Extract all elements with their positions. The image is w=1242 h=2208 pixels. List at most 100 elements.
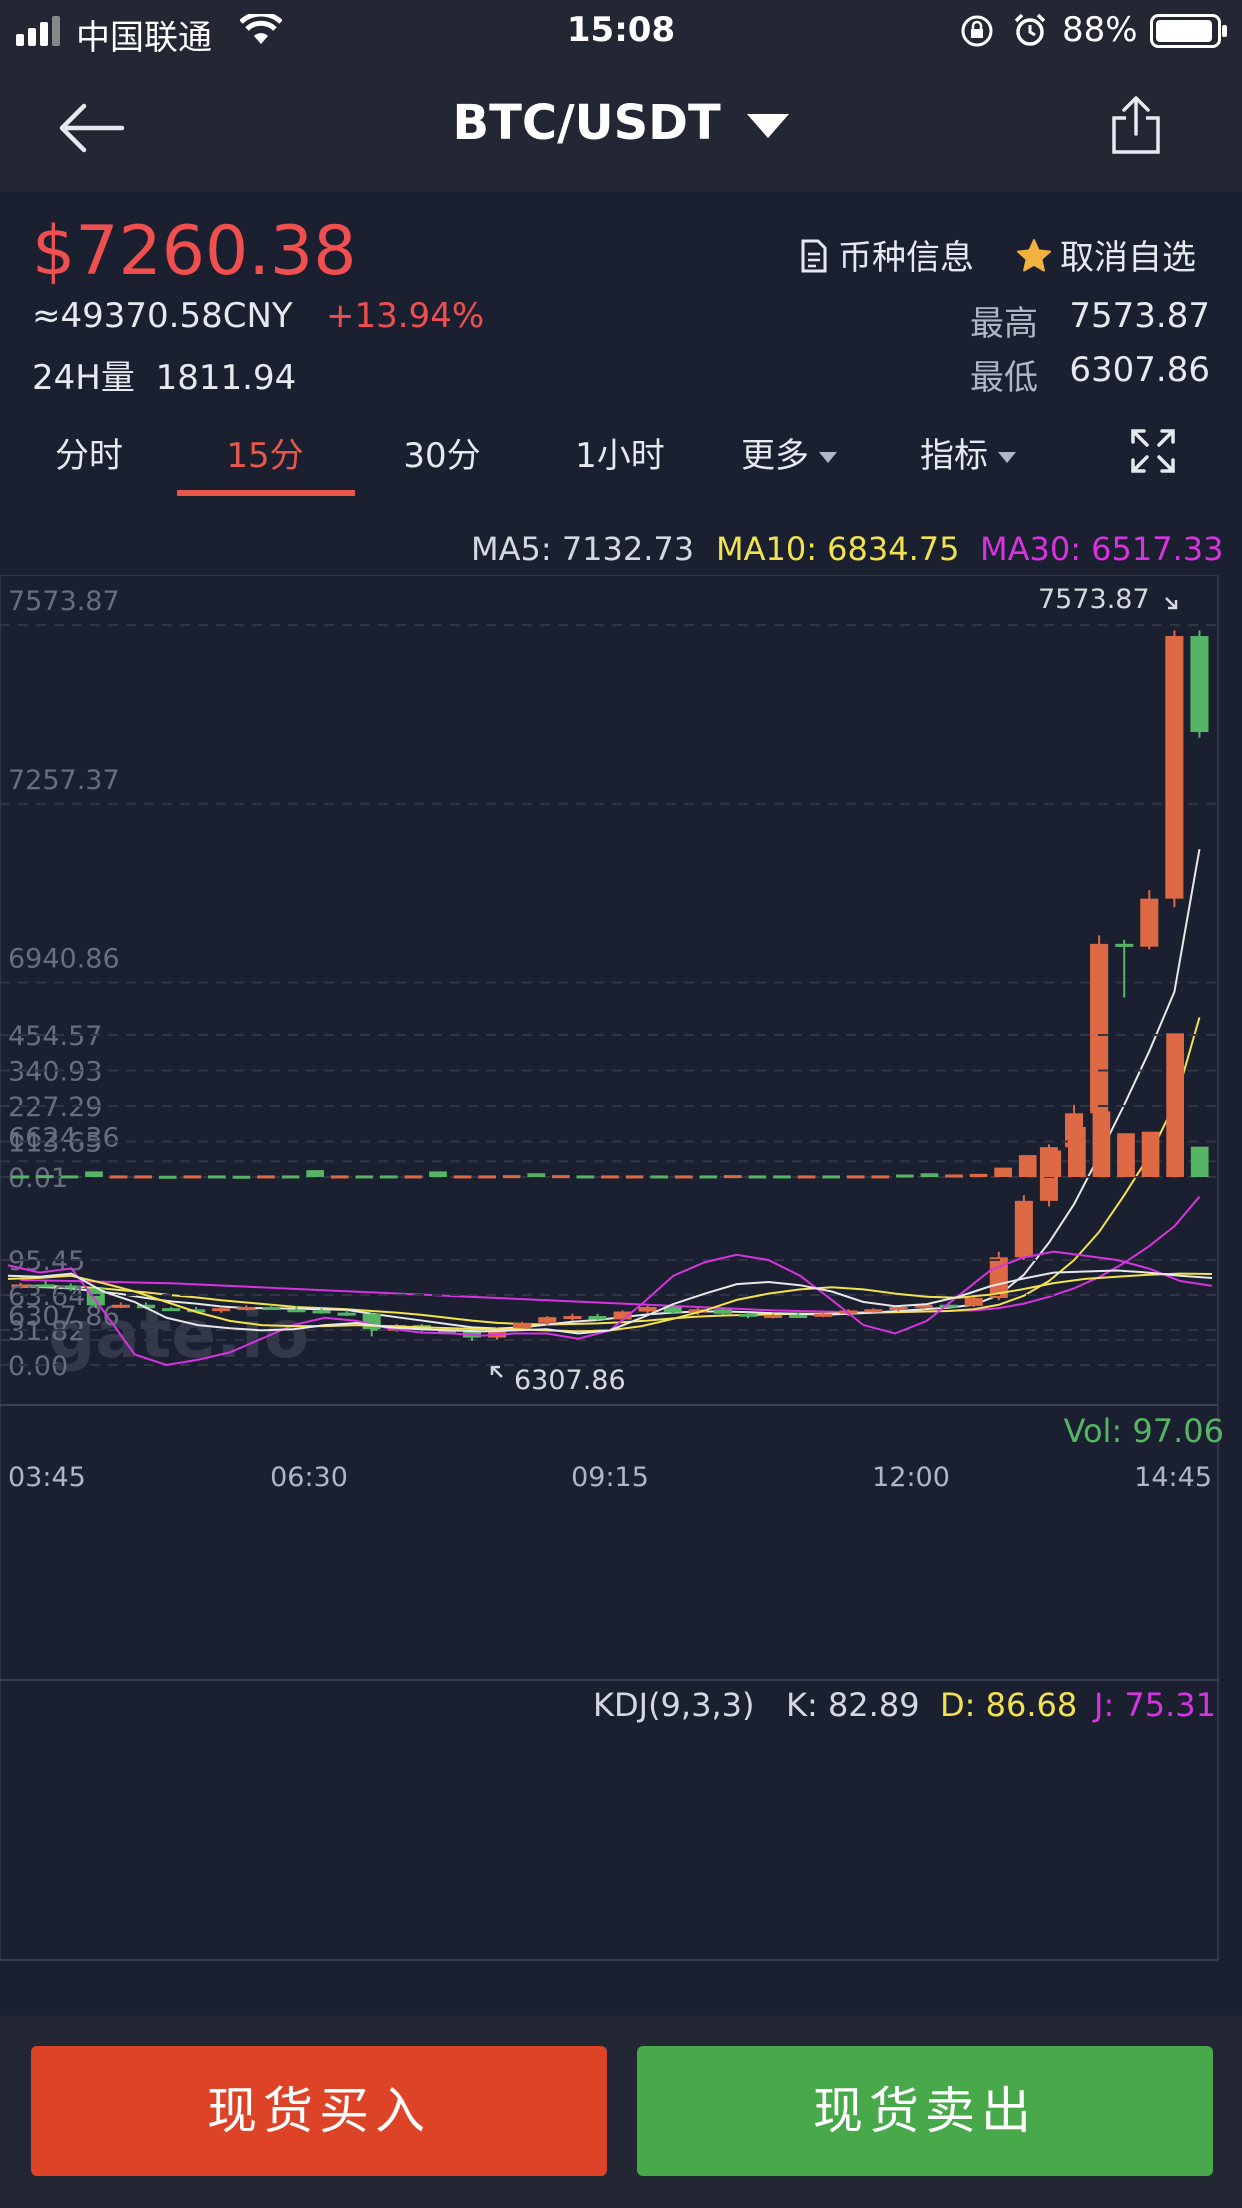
candle-body [36,1284,55,1288]
volume-bar [846,1175,865,1179]
volume-bar [478,1175,496,1179]
volume-bar [994,1167,1012,1177]
volume-bar [920,1173,939,1177]
volume-bar [355,1175,374,1179]
tab-more[interactable]: 更多 [714,428,864,488]
low-price-marker: 6307.86 [514,1365,626,1396]
tab-timeline[interactable]: 分时 [55,436,123,476]
candle-body [237,1307,256,1311]
unfavorite-label[interactable]: 取消自选 [1060,238,1196,278]
unfavorite-button[interactable]: 取消自选 [1016,230,1196,279]
candle-body [337,1312,356,1316]
price-grid [0,575,1219,1961]
triangle-down-icon[interactable] [747,114,790,138]
volume-bar [36,1175,54,1179]
kdj-tick-label: 63.64 [8,1281,85,1312]
volume-tick-label: 113.65 [8,1128,102,1159]
ma5-legend: MA5: 7132.73 [471,530,694,568]
volume-bar [699,1175,718,1179]
low-value: 6307.86 [1069,350,1210,390]
active-tab-indicator [177,490,355,496]
candle-body [86,1288,105,1306]
volume-bar [1117,1133,1135,1177]
volume-tick-label: 340.93 [8,1057,102,1088]
candle-body [563,1316,582,1320]
volume-bar [601,1175,619,1179]
tab-1hour[interactable]: 1小时 [575,436,665,476]
volume-bar [1141,1131,1160,1177]
volume-bar [871,1175,890,1179]
volume-bar [60,1175,79,1179]
volume-bar [183,1175,202,1179]
price-tick-label: 7573.87 [8,586,120,617]
arrow-left-icon[interactable] [56,102,126,154]
volume-bar [945,1174,963,1178]
kline-chart[interactable]: MA5: 7132.73 MA10: 6834.75 MA30: 6517.33… [0,515,1242,2015]
rotation-lock-icon [961,15,993,47]
volume-bar [1092,1111,1111,1177]
volume-bar [797,1175,816,1179]
volume-bar [502,1175,521,1179]
pair-title[interactable]: BTC/USDT [0,95,1242,151]
candle-body [1190,636,1209,733]
candle-body [764,1314,783,1318]
candle-body [989,1257,1008,1298]
signal-icon [16,16,60,46]
volume-bar [748,1175,767,1179]
ma30-legend: MA30: 6517.33 [980,530,1224,568]
volume-label: 24H量 [32,358,135,398]
volume-bar [158,1175,177,1179]
tab-30min[interactable]: 30分 [403,436,481,476]
candle-body [613,1311,632,1320]
tab-indicators-label[interactable]: 指标 [920,436,988,476]
alarm-icon [1014,13,1046,46]
coin-info-button[interactable]: 币种信息 [800,230,974,279]
volume-tick-label: 454.57 [8,1021,102,1052]
cny-price: ≈49370.58CNY [32,296,293,336]
ma10-legend: MA10: 6834.75 [716,530,960,568]
last-price: $7260.38 [32,212,357,291]
kdj-tick-label: 31.82 [8,1316,85,1347]
star-icon [1017,239,1051,272]
candle-body [713,1309,732,1314]
volume-bar [625,1175,644,1179]
candle-body [638,1307,657,1312]
volume-bar [1043,1150,1062,1177]
high-label: 最高 [970,304,1038,344]
candle-body [914,1304,933,1308]
pair-title-text[interactable]: BTC/USDT [452,95,721,151]
candle-body [964,1297,983,1306]
volume-bar [724,1175,742,1179]
tab-more-label[interactable]: 更多 [741,436,809,476]
volume-bar [650,1175,668,1179]
volume-tick-label: 227.29 [8,1092,102,1123]
candle-body [538,1317,557,1323]
candle-body [111,1304,130,1308]
volume-bar [134,1175,152,1179]
spot-buy-button[interactable]: 现货买入 [31,2046,607,2176]
fullscreen-icon[interactable] [1130,428,1176,474]
volume-bar [1190,1146,1209,1177]
volume-bar [822,1175,840,1179]
price-tick-label: 7257.37 [8,765,120,796]
kdj-legend-title: KDJ(9,3,3) [593,1686,754,1724]
time-tick-label: 09:15 [571,1462,649,1493]
volume-bar [281,1175,300,1179]
clock: 15:08 [566,10,676,50]
tab-indicators[interactable]: 指标 [893,428,1043,488]
candle-body [814,1313,833,1317]
volume-bar [330,1175,349,1179]
kdj-legend-j: J: 75.31 [1092,1686,1216,1724]
spot-sell-button[interactable]: 现货卖出 [637,2046,1213,2176]
tab-15min[interactable]: 15分 [226,436,304,476]
share-icon[interactable] [1106,94,1166,156]
volume-bar [109,1175,128,1179]
volume-bar [208,1175,226,1179]
candle-body [11,1284,30,1288]
candle-body [789,1314,808,1318]
candle-body [864,1309,883,1313]
coin-info-label[interactable]: 币种信息 [838,238,974,278]
volume-bar [429,1171,447,1177]
volume-bar [404,1175,423,1179]
low-label: 最低 [970,358,1038,398]
